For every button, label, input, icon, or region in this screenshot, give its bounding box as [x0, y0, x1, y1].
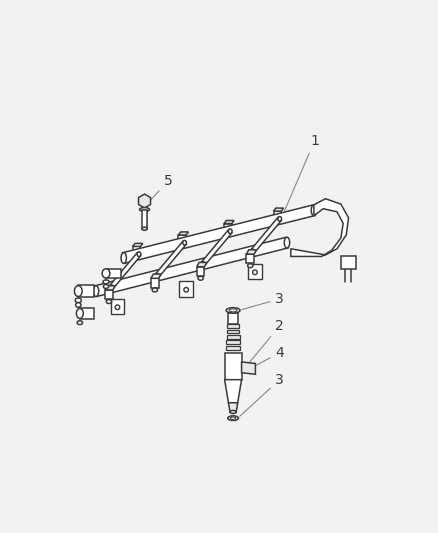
Polygon shape: [178, 232, 188, 235]
Polygon shape: [132, 246, 140, 256]
Polygon shape: [106, 269, 121, 278]
Polygon shape: [109, 253, 141, 289]
Polygon shape: [273, 211, 281, 220]
Polygon shape: [273, 208, 283, 211]
Text: 4: 4: [253, 346, 283, 367]
Ellipse shape: [198, 276, 203, 280]
Polygon shape: [246, 250, 256, 254]
Polygon shape: [201, 230, 232, 265]
Polygon shape: [246, 254, 254, 263]
Polygon shape: [228, 403, 237, 412]
Ellipse shape: [139, 207, 149, 212]
Text: 5: 5: [148, 174, 172, 203]
Ellipse shape: [182, 240, 186, 245]
Ellipse shape: [76, 309, 83, 318]
Ellipse shape: [229, 309, 237, 312]
Ellipse shape: [277, 216, 281, 221]
Ellipse shape: [77, 321, 82, 325]
Polygon shape: [223, 221, 233, 223]
Polygon shape: [227, 313, 238, 324]
Ellipse shape: [115, 305, 120, 310]
Polygon shape: [105, 286, 115, 290]
Polygon shape: [141, 210, 147, 229]
Ellipse shape: [106, 300, 111, 303]
Polygon shape: [132, 244, 142, 246]
Ellipse shape: [155, 273, 159, 278]
Ellipse shape: [74, 286, 82, 296]
Ellipse shape: [227, 416, 238, 421]
Text: 3: 3: [241, 292, 283, 310]
Polygon shape: [151, 274, 161, 278]
Polygon shape: [155, 241, 186, 277]
Ellipse shape: [121, 253, 126, 263]
Text: 2: 2: [243, 319, 283, 370]
Polygon shape: [227, 324, 238, 328]
Polygon shape: [226, 335, 239, 339]
Polygon shape: [138, 194, 150, 208]
Ellipse shape: [250, 249, 254, 254]
Ellipse shape: [102, 280, 109, 284]
Ellipse shape: [75, 303, 81, 308]
Ellipse shape: [201, 262, 205, 266]
Polygon shape: [78, 285, 93, 297]
Ellipse shape: [141, 227, 147, 230]
Polygon shape: [151, 278, 158, 288]
Text: 3: 3: [239, 373, 283, 416]
Ellipse shape: [75, 298, 81, 303]
Polygon shape: [241, 362, 255, 374]
Ellipse shape: [103, 285, 109, 288]
Polygon shape: [225, 346, 240, 350]
Ellipse shape: [284, 237, 289, 248]
Polygon shape: [224, 353, 241, 379]
Polygon shape: [95, 237, 288, 296]
Polygon shape: [80, 308, 93, 319]
Polygon shape: [110, 299, 124, 314]
Polygon shape: [122, 205, 314, 263]
Polygon shape: [226, 329, 239, 334]
Ellipse shape: [228, 229, 232, 233]
Ellipse shape: [230, 410, 236, 414]
Ellipse shape: [230, 417, 235, 419]
Ellipse shape: [311, 205, 316, 216]
Polygon shape: [179, 281, 193, 297]
Ellipse shape: [247, 264, 252, 268]
Polygon shape: [290, 199, 348, 256]
Polygon shape: [178, 235, 186, 244]
Ellipse shape: [137, 252, 141, 256]
Polygon shape: [105, 290, 113, 299]
Ellipse shape: [184, 287, 188, 292]
Ellipse shape: [93, 286, 99, 296]
Polygon shape: [196, 262, 206, 266]
Polygon shape: [250, 217, 281, 253]
Polygon shape: [224, 379, 241, 403]
Ellipse shape: [152, 288, 157, 292]
Ellipse shape: [102, 269, 110, 278]
Polygon shape: [226, 341, 240, 344]
Polygon shape: [196, 266, 204, 276]
Text: 1: 1: [283, 134, 318, 212]
Ellipse shape: [109, 285, 113, 289]
Ellipse shape: [252, 270, 257, 274]
Polygon shape: [223, 223, 231, 233]
Polygon shape: [340, 256, 356, 269]
Ellipse shape: [226, 308, 240, 313]
Polygon shape: [247, 264, 261, 279]
